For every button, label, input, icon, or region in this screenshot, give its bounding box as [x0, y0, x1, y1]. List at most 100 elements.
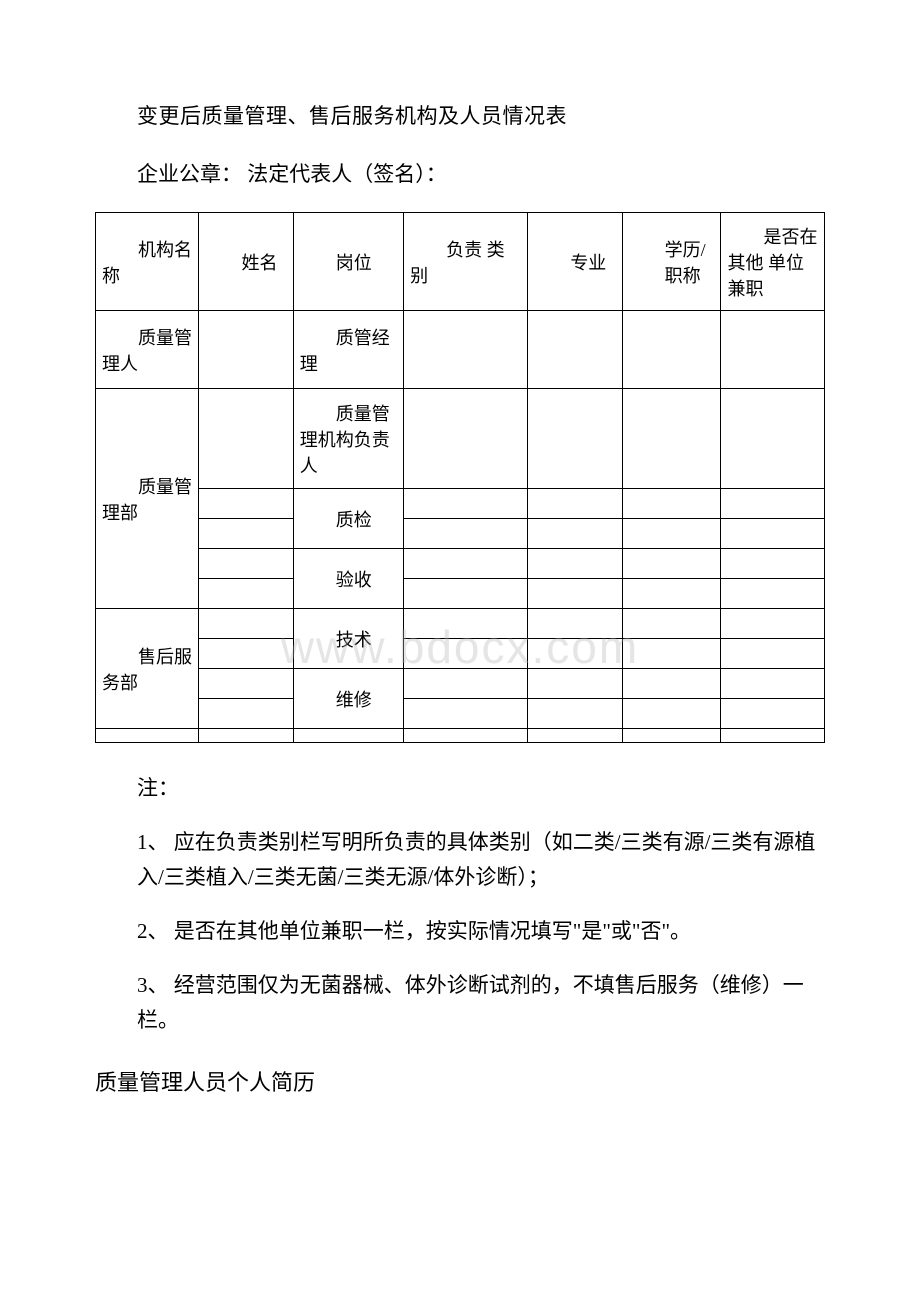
cell-empty: [721, 639, 825, 669]
cell-empty: [721, 311, 825, 389]
cell-empty: [404, 639, 528, 669]
cell-empty: [528, 639, 622, 669]
col-parttime: 是否在其他 单位兼职: [721, 213, 825, 311]
lbl-qm-person: 质量管理人: [102, 328, 192, 374]
cell-tech: 技术: [293, 609, 403, 669]
cell-empty: [528, 489, 622, 519]
cell-accept: 验收: [293, 549, 403, 609]
cell-maint: 维修: [293, 669, 403, 729]
cell-empty: [528, 311, 622, 389]
cell-empty: [622, 669, 721, 699]
row-qc-1: 质检: [96, 489, 825, 519]
col-category: 负责 类别: [404, 213, 528, 311]
row-maint-2: [96, 699, 825, 729]
lbl-accept: 验收: [336, 570, 372, 590]
cell-qc: 质检: [293, 489, 403, 549]
cell-empty: [528, 549, 622, 579]
lbl-qc: 质检: [336, 510, 372, 530]
cell-empty: [721, 699, 825, 729]
note-2: 2、 是否在其他单位兼职一栏，按实际情况填写"是"或"否"。: [95, 914, 825, 950]
cell-empty: [404, 699, 528, 729]
cell-empty: [622, 489, 721, 519]
hdr-cat: 负责 类别: [410, 240, 505, 286]
seal-signature-line: 企业公章： 法定代表人（签名）：: [137, 158, 825, 188]
cell-empty: [404, 519, 528, 549]
hdr-org: 机构名称: [102, 240, 192, 286]
cell-empty: [404, 489, 528, 519]
col-edu: 学历/ 职称: [622, 213, 721, 311]
lbl-qm-dept: 质量管理部: [102, 477, 192, 523]
cell-empty: [293, 729, 403, 743]
cell-empty: [199, 669, 293, 699]
page-title: 变更后质量管理、售后服务机构及人员情况表: [137, 100, 825, 130]
cell-empty: [404, 549, 528, 579]
cell-qm-dept-head: 质量管理机构负责人: [293, 389, 403, 489]
notes-label: 注：: [137, 771, 825, 807]
cell-empty: [721, 519, 825, 549]
cell-empty: [404, 389, 528, 489]
personnel-table: 机构名称 姓名 岗位 负责 类别 专业 学历/ 职称 是否在其他 单位兼职 质量…: [95, 212, 825, 743]
row-tech-2: [96, 639, 825, 669]
row-qm-person: 质量管理人 质管经理: [96, 311, 825, 389]
cell-empty: [199, 639, 293, 669]
hdr-post: 岗位: [336, 253, 372, 273]
lbl-tech: 技术: [336, 630, 372, 650]
note-1: 1、 应在负责类别栏写明所负责的具体类别（如二类/三类有源/三类有源植入/三类植…: [95, 825, 825, 896]
cell-empty: [721, 729, 825, 743]
cell-empty: [622, 389, 721, 489]
cell-after-dept: 售后服务部: [96, 609, 199, 729]
cell-empty: [199, 579, 293, 609]
cell-empty: [199, 311, 293, 389]
cell-empty: [622, 579, 721, 609]
lbl-maint: 维修: [336, 690, 372, 710]
cell-empty: [622, 549, 721, 579]
cell-empty: [622, 699, 721, 729]
cell-empty: [622, 639, 721, 669]
cell-empty: [721, 489, 825, 519]
cell-empty: [199, 489, 293, 519]
row-qm-dept-head: 质量管理部 质量管理机构负责人: [96, 389, 825, 489]
cell-empty: [622, 311, 721, 389]
cell-empty: [528, 389, 622, 489]
row-qc-2: [96, 519, 825, 549]
cell-empty: [404, 579, 528, 609]
cell-empty: [199, 729, 293, 743]
row-tech-1: 售后服务部 技术: [96, 609, 825, 639]
cell-empty: [528, 579, 622, 609]
cell-empty: [96, 729, 199, 743]
row-accept-1: 验收: [96, 549, 825, 579]
section-resume-heading: 质量管理人员个人简历: [95, 1065, 825, 1097]
cell-empty: [721, 549, 825, 579]
hdr-pt: 是否在其他 单位兼职: [727, 227, 817, 299]
cell-empty: [721, 609, 825, 639]
cell-empty: [528, 669, 622, 699]
col-org-name: 机构名称: [96, 213, 199, 311]
cell-empty: [528, 729, 622, 743]
hdr-name: 姓名: [241, 253, 277, 273]
lbl-qm-dept-head: 质量管理机构负责人: [300, 404, 390, 476]
cell-empty: [528, 699, 622, 729]
cell-qm-manager: 质管经理: [293, 311, 403, 389]
cell-empty: [528, 519, 622, 549]
lbl-qm-mgr: 质管经理: [300, 328, 390, 374]
col-major: 专业: [528, 213, 622, 311]
row-trailing: [96, 729, 825, 743]
cell-empty: [622, 729, 721, 743]
cell-qm-dept: 质量管理部: [96, 389, 199, 609]
cell-empty: [199, 389, 293, 489]
cell-empty: [404, 669, 528, 699]
notes-block: 注： 1、 应在负责类别栏写明所负责的具体类别（如二类/三类有源/三类有源植入/…: [95, 771, 825, 1039]
lbl-after-dept: 售后服务部: [102, 647, 192, 693]
hdr-major: 专业: [570, 253, 606, 273]
cell-empty: [721, 669, 825, 699]
note-3: 3、 经营范围仅为无菌器械、体外诊断试剂的，不填售后服务（维修）一栏。: [95, 968, 825, 1039]
cell-empty: [199, 699, 293, 729]
cell-empty: [199, 519, 293, 549]
cell-qm-person: 质量管理人: [96, 311, 199, 389]
cell-empty: [404, 729, 528, 743]
cell-empty: [721, 579, 825, 609]
cell-empty: [622, 519, 721, 549]
cell-empty: [199, 609, 293, 639]
cell-empty: [199, 549, 293, 579]
row-accept-2: [96, 579, 825, 609]
